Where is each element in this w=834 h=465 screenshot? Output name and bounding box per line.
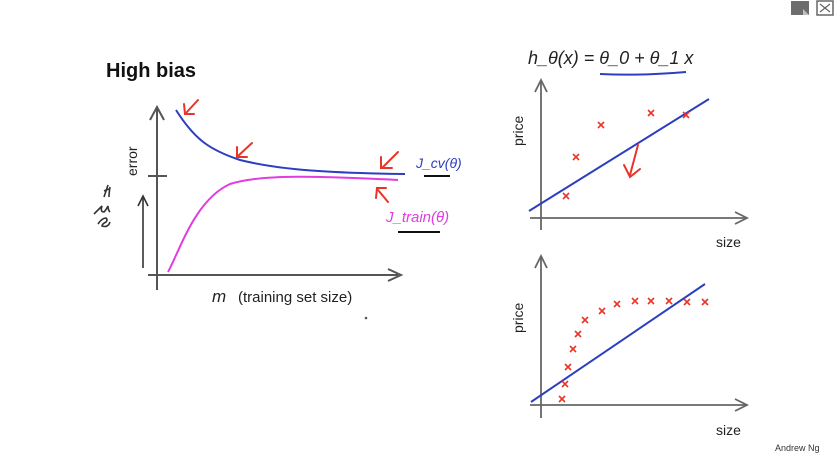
jcv-curve [175,109,406,175]
note-icon[interactable] [789,0,811,18]
bottom-fit-line [530,283,706,403]
bottom-size-label: size [716,422,741,438]
hypothesis-underline [599,71,687,76]
jtrain-curve [167,175,399,273]
author-credit: Andrew Ng [775,443,820,453]
jcv-label: J_cv(θ) [415,155,462,177]
learning-curve-axes [148,104,404,290]
hypothesis-formula: h_θ(x) = θ_0 + θ_1 x [528,48,694,68]
top-fit-line [528,98,710,212]
svg-text:J_cv(θ): J_cv(θ) [415,155,462,171]
high-error-note [93,184,149,268]
m-symbol: m [212,287,226,306]
top-data-points [562,109,690,200]
svg-text:J_train(θ): J_train(θ) [385,209,449,226]
top-price-label: price [510,115,526,146]
expand-icon[interactable] [816,0,834,18]
training-set-size-label: (training set size) [238,289,352,306]
bottom-data-points [558,297,709,403]
top-price-size-plot: price size [510,77,750,250]
slide-title: High bias [106,60,197,82]
annotation-arrows [183,99,399,203]
top-size-label: size [716,234,741,250]
bottom-price-size-plot: price size [510,253,750,438]
error-ylabel: error [124,146,140,176]
jtrain-label: J_train(θ) [385,209,449,233]
bottom-price-label: price [510,302,526,333]
